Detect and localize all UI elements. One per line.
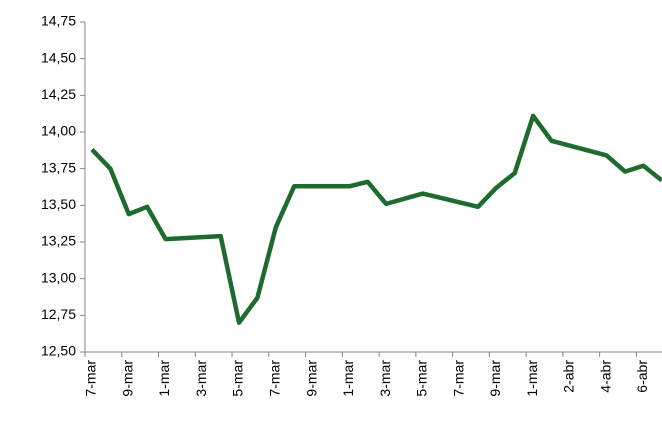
line	[90, 113, 662, 325]
y-tick-label: 13,75	[41, 159, 76, 175]
x-tick-label: 5-mar	[230, 360, 246, 397]
x-tick-label: 5-mar	[414, 360, 430, 397]
x-tick-label: 6-abr	[634, 360, 650, 393]
x-tick-label: 1-mar	[156, 360, 172, 397]
y-tick-label: 13,50	[41, 196, 76, 212]
y-tick-label: 14,00	[41, 123, 76, 139]
y-tick-label: 12,75	[41, 306, 76, 322]
x-tick-label: 7-mar	[450, 360, 466, 397]
x-tick-label: 3-mar	[193, 360, 209, 397]
x-tick-label: 1-mar	[340, 360, 356, 397]
x-tick-label: 7-mar	[267, 360, 283, 397]
x-tick-label: 9-mar	[487, 360, 503, 397]
x-tick-label: 4-abr	[597, 360, 613, 393]
y-tick-label: 13,00	[41, 269, 76, 285]
y-tick-label: 13,25	[41, 233, 76, 249]
x-tick-label: 9-mar	[303, 360, 319, 397]
y-tick-label: 14,75	[41, 13, 76, 29]
x-tick-label: 1-mar	[524, 360, 540, 397]
y-tick-label: 12,50	[41, 343, 76, 359]
x-tick-label: 9-mar	[119, 360, 135, 397]
x-tick-label: 7-mar	[83, 360, 99, 397]
y-tick-label: 14,25	[41, 86, 76, 102]
x-tick-label: 2-abr	[561, 360, 577, 393]
x-tick-label: 3-mar	[377, 360, 393, 397]
y-tick-label: 14,50	[41, 49, 76, 65]
